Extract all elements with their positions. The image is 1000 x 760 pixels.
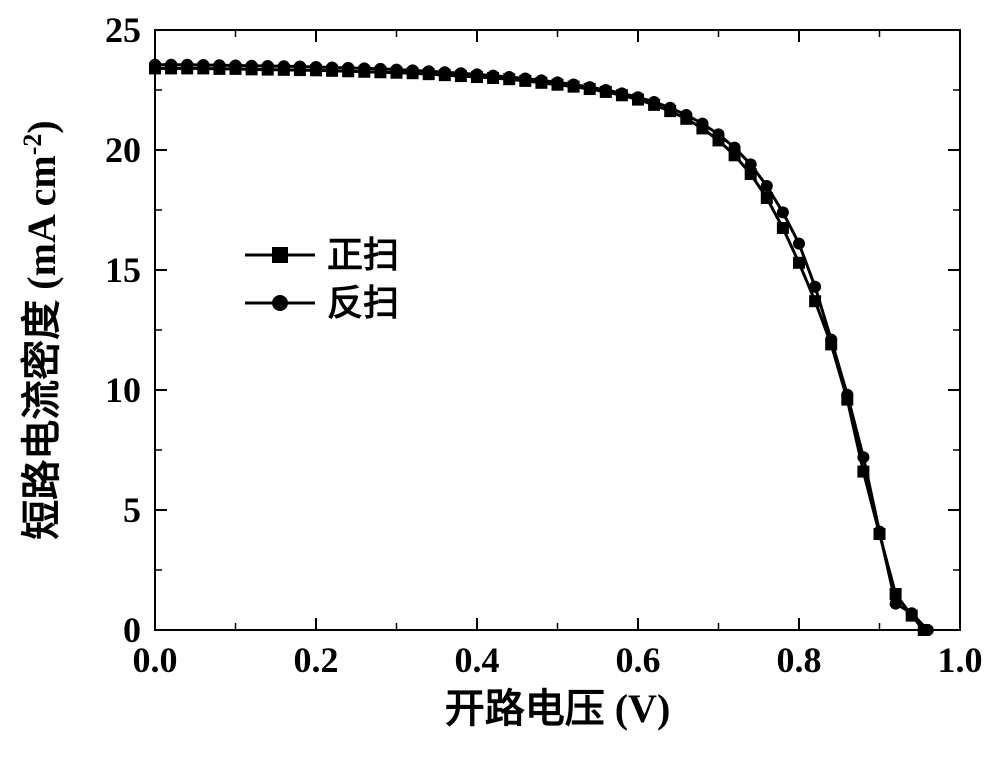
marker-circle: [825, 334, 837, 346]
marker-circle: [358, 62, 370, 74]
marker-circle: [696, 118, 708, 130]
marker-circle: [519, 72, 531, 84]
marker-circle: [439, 66, 451, 78]
marker-circle: [874, 526, 886, 538]
marker-circle: [342, 62, 354, 74]
marker-circle: [841, 389, 853, 401]
plot-border: [155, 30, 960, 630]
marker-circle: [777, 206, 789, 218]
marker-circle: [584, 81, 596, 93]
marker-circle: [729, 142, 741, 154]
legend-label: 反扫: [327, 283, 399, 323]
marker-circle: [213, 59, 225, 71]
x-tick-label: 0.4: [455, 640, 500, 680]
legend-label: 正扫: [327, 235, 399, 275]
marker-circle: [149, 59, 161, 71]
marker-circle: [181, 59, 193, 71]
marker-circle: [568, 78, 580, 90]
marker-circle: [809, 281, 821, 293]
marker-circle: [552, 76, 564, 88]
marker-circle: [648, 96, 660, 108]
marker-circle: [262, 60, 274, 72]
x-tick-label: 0.2: [294, 640, 339, 680]
marker-circle: [165, 59, 177, 71]
marker-circle: [471, 68, 483, 80]
y-tick-label: 5: [123, 490, 141, 530]
marker-circle: [922, 624, 934, 636]
marker-circle: [890, 598, 902, 610]
marker-circle: [616, 87, 628, 99]
marker-circle: [713, 128, 725, 140]
marker-circle: [294, 60, 306, 72]
jv-chart: 0.00.20.40.60.81.00510152025开路电压 (V)短路电流…: [0, 0, 1000, 760]
marker-circle: [535, 74, 547, 86]
legend-marker-square: [272, 247, 288, 263]
marker-circle: [455, 67, 467, 79]
marker-circle: [745, 158, 757, 170]
series-line-反扫: [155, 65, 928, 630]
marker-circle: [310, 61, 322, 73]
marker-circle: [632, 91, 644, 103]
marker-circle: [503, 71, 515, 83]
chart-svg: 0.00.20.40.60.81.00510152025开路电压 (V)短路电流…: [0, 0, 1000, 760]
marker-circle: [391, 64, 403, 76]
x-tick-label: 0.6: [616, 640, 661, 680]
marker-circle: [857, 451, 869, 463]
marker-circle: [374, 63, 386, 75]
marker-circle: [230, 60, 242, 72]
y-tick-label: 20: [105, 130, 141, 170]
marker-circle: [664, 102, 676, 114]
marker-circle: [326, 61, 338, 73]
marker-circle: [906, 607, 918, 619]
y-tick-label: 10: [105, 370, 141, 410]
y-axis-title: 短路电流密度 (mA cm-2): [18, 120, 65, 539]
marker-circle: [600, 84, 612, 96]
marker-circle: [793, 238, 805, 250]
legend-marker-circle: [272, 295, 288, 311]
y-tick-label: 25: [105, 10, 141, 50]
x-tick-label: 0.8: [777, 640, 822, 680]
x-tick-label: 1.0: [938, 640, 983, 680]
y-tick-label: 0: [123, 610, 141, 650]
series-line-正扫: [155, 68, 924, 630]
marker-circle: [761, 180, 773, 192]
marker-circle: [423, 65, 435, 77]
marker-circle: [680, 109, 692, 121]
x-axis-title: 开路电压 (V): [445, 686, 671, 731]
marker-circle: [278, 60, 290, 72]
marker-circle: [197, 59, 209, 71]
marker-circle: [487, 70, 499, 82]
y-tick-label: 15: [105, 250, 141, 290]
marker-circle: [407, 64, 419, 76]
marker-circle: [246, 60, 258, 72]
